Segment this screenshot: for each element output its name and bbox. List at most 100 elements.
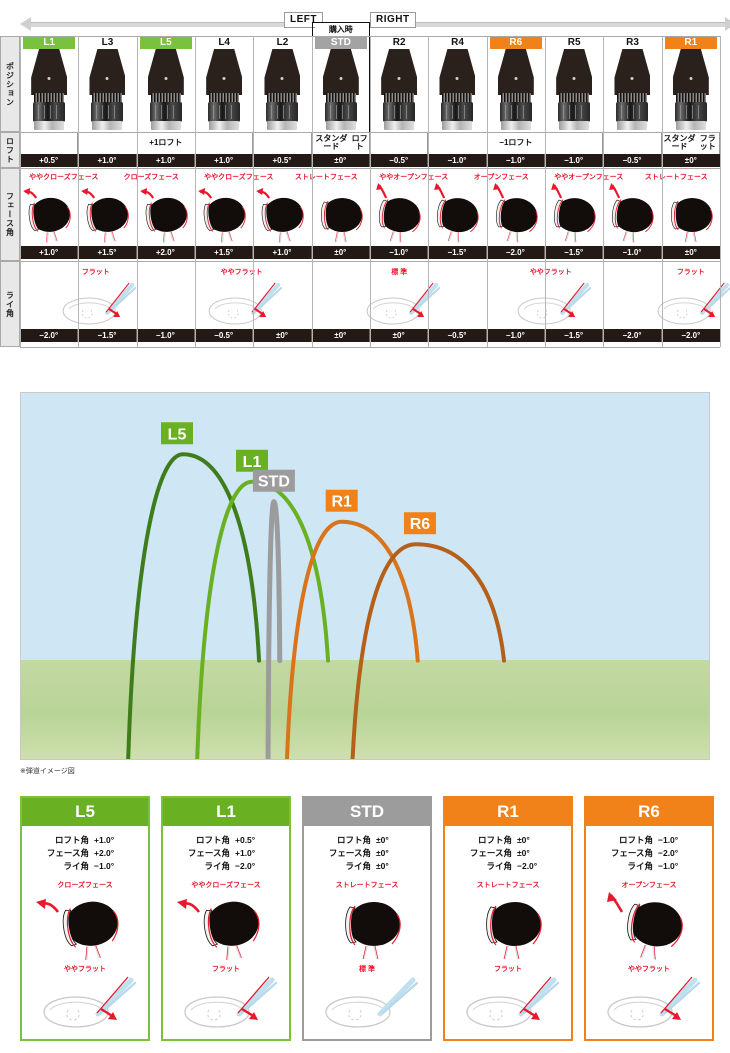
lie-angle-caption: ややフラット xyxy=(220,269,263,276)
position-card-std[interactable]: STD ロフト角 ±0° フェース角 ±0° ライ角 ±0° ストレートフェース標 準 xyxy=(302,796,432,1041)
position-card-r6[interactable]: R6 ロフト角 −1.0° フェース角 −2.0° ライ角 −1.0° オープンフェース ややフ… xyxy=(584,796,714,1041)
card-spec-row: ライ角 −2.0° xyxy=(169,860,283,873)
position-header-r1[interactable]: R1 xyxy=(664,36,717,49)
spec-key: ロフト角 xyxy=(618,835,653,845)
position-card-l5[interactable]: L5 ロフト角 +1.0° フェース角 +2.0° ライ角 −1.0° クローズフェース ややフ… xyxy=(20,796,150,1041)
purchase-state-label: 購入時 xyxy=(314,23,367,36)
card-lie-label: ややフラット xyxy=(64,965,106,973)
lie-angle-caption: フラット xyxy=(81,269,110,276)
row-label-face: フェース角 xyxy=(0,168,20,261)
table-column-divider xyxy=(20,36,21,347)
table-column-divider xyxy=(78,36,80,347)
position-header-l3[interactable]: L3 xyxy=(101,37,114,48)
position-header-r2[interactable]: R2 xyxy=(392,37,406,48)
driver-head-top-view xyxy=(137,182,195,244)
loft-group-label xyxy=(603,132,662,154)
hosel-sleeve-image xyxy=(195,49,253,132)
face-angle-caption: ストレートフェース xyxy=(644,174,708,181)
position-header-l5[interactable]: L5 xyxy=(139,36,192,49)
lie-angle-value-r1: −2.0° xyxy=(681,331,701,340)
face-angle-value-std: ±0° xyxy=(312,246,370,259)
lie-angle-value-std: ±0° xyxy=(312,329,370,342)
position-header-l2[interactable]: L2 xyxy=(276,37,289,48)
face-angle-value-l3: +1.5° xyxy=(78,246,137,259)
loft-value-r2: −0.5° xyxy=(370,154,429,167)
card-spec-row: ロフト角 +1.0° xyxy=(28,834,142,847)
lie-angle-caption: 標 準 xyxy=(391,269,408,276)
face-angle-caption: ストレートフェース xyxy=(294,174,358,181)
position-header-r4[interactable]: R4 xyxy=(451,37,464,48)
card-driver-head-top-view xyxy=(169,890,283,960)
hosel-sleeve-image xyxy=(603,49,661,132)
table-column-divider xyxy=(195,36,196,347)
driver-head-address-view xyxy=(49,279,142,327)
spec-key: フェース角 xyxy=(469,848,512,859)
card-body: ロフト角 ±0° フェース角 ±0° ライ角 ±0° ストレートフェース標 準 xyxy=(304,826,430,1039)
card-driver-head-address-view xyxy=(169,974,283,1032)
position-header-l4[interactable]: L4 xyxy=(218,37,230,48)
face-angle-caption: ややクローズフェース xyxy=(204,174,274,181)
card-spec-row: ライ角 ±0° xyxy=(310,860,424,873)
card-title-std: STD xyxy=(304,798,430,826)
position-header-std[interactable]: STD xyxy=(314,36,367,49)
position-card-r1[interactable]: R1 ロフト角 ±0° フェース角 ±0° ライ角 −2.0° ストレートフェース フラット xyxy=(443,796,573,1041)
card-body: ロフト角 ±0° フェース角 ±0° ライ角 −2.0° ストレートフェース フラット xyxy=(445,826,571,1039)
loft-group-label: スタンダード ロフト xyxy=(311,132,370,154)
spec-key: フェース角 xyxy=(610,848,653,859)
position-card-l1[interactable]: L1 ロフト角 +0.5° フェース角 +1.0° ライ角 −2.0° ややクローズフェースフ… xyxy=(161,796,291,1041)
card-driver-head-address-view xyxy=(310,974,424,1032)
card-spec-row: ライ角 −1.0° xyxy=(592,860,706,873)
right-direction-arrow xyxy=(395,22,730,27)
spec-value: −2.0° xyxy=(658,848,679,859)
loft-value-std: ±0° xyxy=(312,154,370,167)
card-spec-row: フェース角 +2.0° xyxy=(28,847,142,860)
driver-head-address-view xyxy=(644,279,730,327)
driver-head-top-view xyxy=(428,182,486,244)
loft-value-r4: −1.0° xyxy=(428,154,487,167)
face-angle-caption: ややオープンフェース xyxy=(554,174,624,181)
loft-value-l5: +1.0° xyxy=(137,154,195,167)
face-angle-value-r2: −1.0° xyxy=(370,246,429,259)
loft-value-r3: −0.5° xyxy=(603,154,662,167)
loft-group-label: −1ロフト xyxy=(428,132,604,154)
lie-angle-value-r4: −0.5° xyxy=(428,329,487,342)
position-header-r3[interactable]: R3 xyxy=(626,37,639,48)
spec-value: −1.0° xyxy=(658,835,679,845)
loft-group-label xyxy=(20,132,79,154)
row-label-position: ポジション xyxy=(0,36,20,132)
hosel-sleeve-image xyxy=(428,49,486,132)
loft-value-r6: −1.0° xyxy=(487,154,545,167)
card-driver-head-address-view xyxy=(28,974,142,1032)
driver-head-top-view xyxy=(20,182,78,244)
card-face-label: オープンフェース xyxy=(621,881,677,889)
position-header-l1[interactable]: L1 xyxy=(23,36,76,49)
card-title-r1: R1 xyxy=(445,798,571,826)
face-angle-value-l4: +1.5° xyxy=(195,246,254,259)
table-column-divider xyxy=(370,36,371,347)
adjustment-table: LEFT RIGHT ポジション ロフト フェース角 ライ角 L1 L3 L5 L4 L… xyxy=(0,0,730,360)
trajectory-curve-l5 xyxy=(126,452,262,759)
table-column-divider xyxy=(428,36,430,347)
spec-value: ±0° xyxy=(517,835,530,845)
driver-head-top-view xyxy=(545,182,603,244)
card-driver-head-top-view xyxy=(310,890,424,960)
position-header-r5[interactable]: R5 xyxy=(567,37,581,48)
trajectory-badge-r6: R6 xyxy=(403,512,436,535)
trajectory-caption: ※弾道イメージ図 xyxy=(20,768,75,775)
driver-head-top-view xyxy=(487,182,545,244)
position-header-r6[interactable]: R6 xyxy=(489,36,542,49)
spec-key: ライ角 xyxy=(345,861,371,872)
card-lie-label: ややフラット xyxy=(628,965,670,973)
hosel-sleeve-image xyxy=(312,49,370,132)
spec-value: −1.0° xyxy=(658,861,679,872)
spec-value: +1.0° xyxy=(235,848,256,859)
spec-value: +1.0° xyxy=(94,835,115,845)
spec-value: −2.0° xyxy=(517,861,538,872)
driver-head-top-view xyxy=(253,182,311,244)
spec-value: +2.0° xyxy=(94,848,115,859)
table-column-divider xyxy=(136,36,138,347)
card-lie-label: フラット xyxy=(212,965,240,973)
card-spec-row: ライ角 −1.0° xyxy=(28,860,142,873)
spec-key: フェース角 xyxy=(187,848,230,859)
spec-key: フェース角 xyxy=(328,848,371,859)
